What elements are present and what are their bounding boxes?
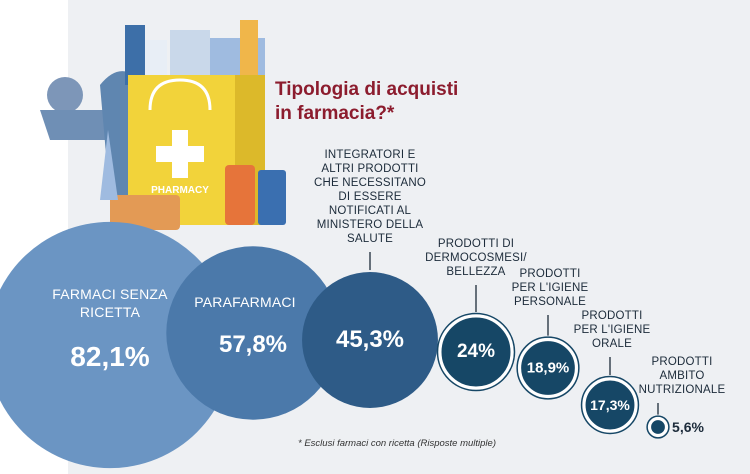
bubble: [438, 314, 514, 390]
value-label: 18,9%: [526, 359, 570, 377]
bubble: [518, 338, 578, 398]
bubble: [302, 272, 438, 408]
category-label: FARMACI SENZA RICETTA: [52, 286, 168, 320]
svg-text:PHARMACY: PHARMACY: [151, 185, 209, 196]
category-label: INTEGRATORI E ALTRI PRODOTTI CHE NECESSI…: [313, 149, 427, 245]
bubble: [648, 417, 668, 437]
bubble: [582, 377, 638, 433]
bubble-ring: [580, 375, 640, 435]
chart-title: Tipologia di acquisti in farmacia?*: [275, 79, 459, 124]
value-label: 45,3%: [335, 326, 405, 353]
category-label: PRODOTTI DI DERMOCOSMESI/ BELLEZZA: [425, 238, 527, 278]
value-label: 24%: [456, 341, 496, 362]
category-label: PRODOTTI PER L'IGIENE ORALE: [573, 310, 651, 350]
bubble-ring: [436, 312, 516, 392]
bubble: [0, 221, 234, 469]
footnote: * Esclusi farmaci con ricetta (Risposte …: [298, 438, 496, 449]
value-label: 82,1%: [70, 341, 150, 372]
category-label: PARAFARMACI: [194, 294, 296, 310]
pharmacy-bag-illustration: PHARMACY: [40, 20, 286, 230]
category-label: PRODOTTI AMBITO NUTRIZIONALE: [638, 356, 726, 396]
category-label: PRODOTTI PER L'IGIENE PERSONALE: [511, 268, 589, 308]
bubble-ring: [646, 415, 670, 439]
bubble: [166, 246, 340, 420]
value-label: 17,3%: [590, 397, 630, 413]
value-label: 5,6%: [672, 419, 704, 435]
value-label: 57,8%: [218, 331, 288, 358]
bubble-ring: [516, 336, 580, 400]
